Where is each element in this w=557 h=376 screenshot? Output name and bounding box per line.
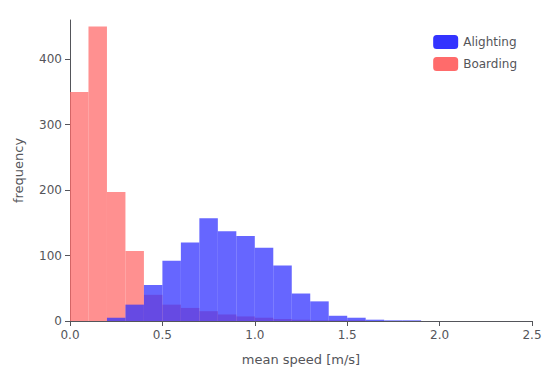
svg-text:1.5: 1.5 — [338, 328, 357, 342]
svg-text:Alighting: Alighting — [463, 35, 516, 49]
svg-text:Boarding: Boarding — [463, 57, 517, 71]
svg-text:100: 100 — [39, 249, 62, 263]
svg-text:200: 200 — [39, 183, 62, 197]
svg-text:0: 0 — [54, 314, 62, 328]
svg-text:0.0: 0.0 — [60, 328, 79, 342]
svg-text:400: 400 — [39, 52, 62, 66]
svg-text:300: 300 — [39, 118, 62, 132]
svg-text:mean speed [m/s]: mean speed [m/s] — [242, 352, 360, 367]
svg-text:2.0: 2.0 — [430, 328, 449, 342]
svg-text:0.5: 0.5 — [153, 328, 172, 342]
svg-text:frequency: frequency — [11, 138, 26, 204]
svg-text:1.0: 1.0 — [245, 328, 264, 342]
svg-text:2.5: 2.5 — [522, 328, 541, 342]
